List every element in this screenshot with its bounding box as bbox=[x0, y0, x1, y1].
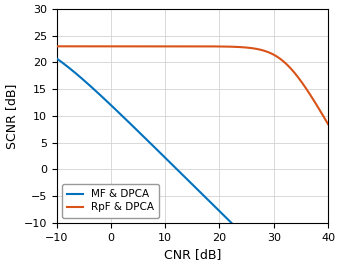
MF & DPCA bbox=[179, 172, 183, 175]
MF & DPCA bbox=[68, 67, 72, 70]
Legend: MF & DPCA, RpF & DPCA: MF & DPCA, RpF & DPCA bbox=[62, 184, 159, 218]
RpF & DPCA bbox=[318, 109, 322, 113]
RpF & DPCA bbox=[179, 45, 183, 48]
X-axis label: CNR [dB]: CNR [dB] bbox=[164, 248, 221, 261]
RpF & DPCA bbox=[318, 109, 322, 112]
MF & DPCA bbox=[187, 179, 191, 182]
Line: MF & DPCA: MF & DPCA bbox=[56, 58, 328, 266]
RpF & DPCA bbox=[326, 123, 330, 126]
Y-axis label: SCNR [dB]: SCNR [dB] bbox=[5, 83, 18, 148]
RpF & DPCA bbox=[54, 45, 58, 48]
MF & DPCA bbox=[54, 57, 58, 60]
RpF & DPCA bbox=[268, 51, 272, 55]
RpF & DPCA bbox=[187, 45, 191, 48]
RpF & DPCA bbox=[68, 45, 72, 48]
MF & DPCA bbox=[268, 260, 272, 263]
Line: RpF & DPCA: RpF & DPCA bbox=[56, 46, 328, 124]
